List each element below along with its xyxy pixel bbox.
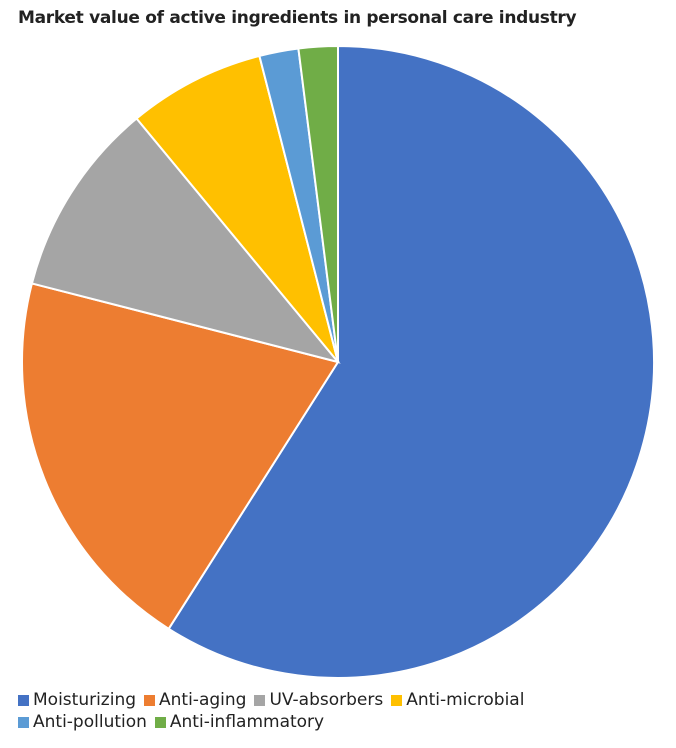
legend-item: Moisturizing [18,690,136,710]
legend-swatch [18,694,29,706]
legend-swatch [254,694,266,706]
pie-slice [135,54,339,363]
legend-swatch [18,716,29,728]
chart-title: Market value of active ingredients in pe… [18,8,577,28]
legend-item: Anti-pollution [18,712,147,732]
pie-slice [21,282,340,631]
pie-slice [167,44,655,679]
legend-item: Anti-aging [144,690,246,710]
legend-label: Anti-microbial [406,690,525,710]
legend-label: Anti-aging [159,690,247,710]
legend-label: Anti-inflammatory [169,712,325,732]
legend-item: UV-absorbers [254,690,383,710]
chart [21,44,655,679]
legend-swatch [154,716,166,728]
legend-swatch [391,694,403,706]
pie-slice [30,117,341,364]
legend-item: Anti-microbial [391,690,524,710]
legend-label: Anti-pollution [33,712,147,732]
legend-label: UV-absorbers [269,690,384,710]
legend: Moisturizing Anti-aging UV-absorbers Anti-m… [18,690,618,732]
legend-swatch [144,694,156,706]
legend-label: Moisturizing [33,690,137,710]
legend-item: Anti-inflammatory [154,712,325,732]
pie-slice [297,44,339,363]
